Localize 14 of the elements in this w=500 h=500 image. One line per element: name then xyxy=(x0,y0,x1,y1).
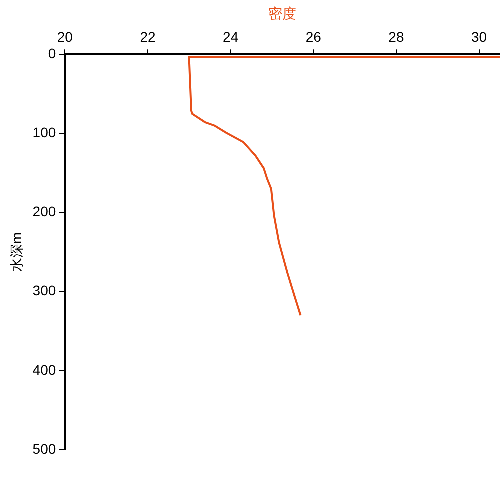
x-tick-label: 28 xyxy=(388,29,404,46)
y-tick-label: 300 xyxy=(32,282,56,299)
x-tick-label: 24 xyxy=(223,29,239,46)
y-axis-title: 水深m xyxy=(8,232,24,272)
x-tick-label: 30 xyxy=(472,29,488,46)
y-tick-label: 500 xyxy=(32,440,56,457)
x-axis-title: 密度 xyxy=(268,5,297,22)
y-tick-label: 200 xyxy=(32,204,56,220)
x-tick-label: 26 xyxy=(306,29,322,46)
y-tick-label: 400 xyxy=(32,362,56,378)
y-tick-label: 0 xyxy=(48,45,56,62)
y-tick-label: 100 xyxy=(32,124,56,141)
x-tick-label: 20 xyxy=(57,29,74,46)
x-tick-label: 22 xyxy=(140,29,156,46)
